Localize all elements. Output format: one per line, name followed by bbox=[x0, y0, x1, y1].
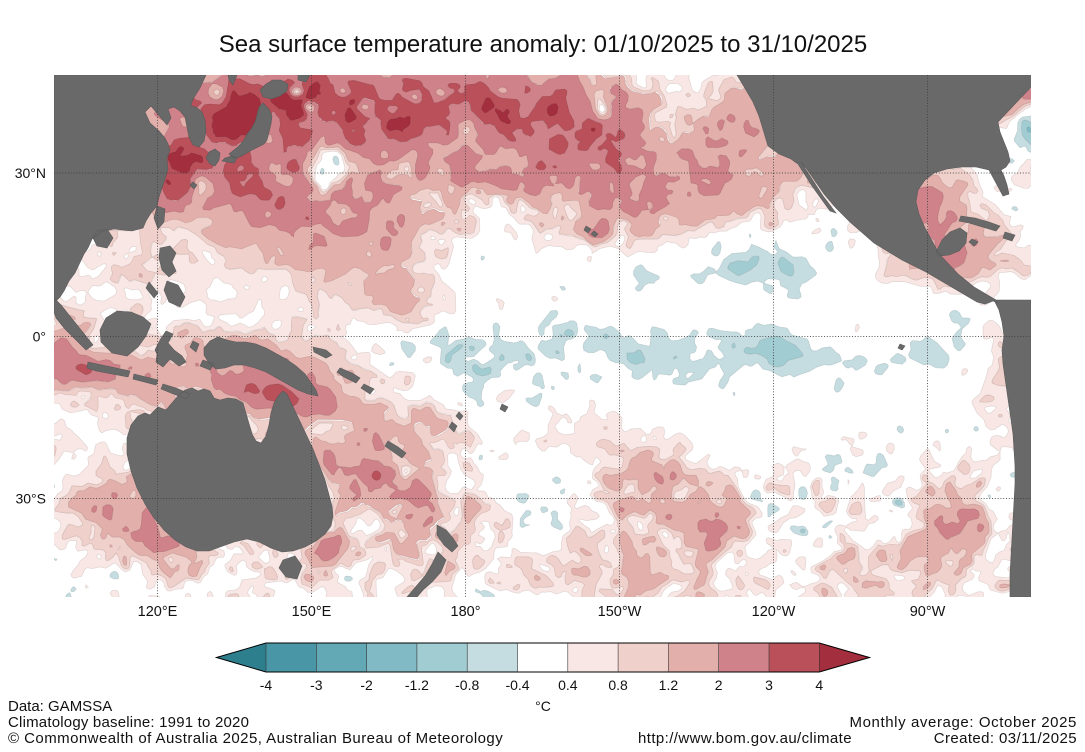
svg-text:Monthly average: October 2025: Monthly average: October 2025 bbox=[849, 714, 1077, 731]
svg-text:© Commonwealth of Australia 20: © Commonwealth of Australia 2025, Austra… bbox=[8, 730, 503, 747]
svg-text:180°: 180° bbox=[451, 604, 481, 620]
svg-text:4: 4 bbox=[815, 677, 823, 693]
svg-text:3: 3 bbox=[765, 677, 773, 693]
svg-text:-3: -3 bbox=[310, 677, 323, 693]
svg-text:120°E: 120°E bbox=[138, 604, 178, 620]
svg-text:-1.2: -1.2 bbox=[405, 677, 429, 693]
svg-text:-4: -4 bbox=[260, 677, 273, 693]
svg-text:°C: °C bbox=[535, 698, 551, 714]
svg-text:30°N: 30°N bbox=[15, 165, 46, 181]
svg-text:http://www.bom.gov.au/climate: http://www.bom.gov.au/climate bbox=[638, 730, 852, 747]
svg-text:-0.4: -0.4 bbox=[505, 677, 529, 693]
svg-text:0.4: 0.4 bbox=[558, 677, 578, 693]
svg-text:1.2: 1.2 bbox=[659, 677, 679, 693]
svg-text:0°: 0° bbox=[33, 329, 46, 345]
svg-text:-2: -2 bbox=[360, 677, 373, 693]
svg-text:150°W: 150°W bbox=[598, 604, 642, 620]
svg-text:0.8: 0.8 bbox=[608, 677, 628, 693]
svg-text:120°W: 120°W bbox=[752, 604, 796, 620]
svg-text:Sea surface temperature anomal: Sea surface temperature anomaly: 01/10/2… bbox=[219, 31, 867, 58]
svg-text:Created: 03/11/2025: Created: 03/11/2025 bbox=[934, 730, 1077, 747]
svg-text:Climatology baseline: 1991 to: Climatology baseline: 1991 to 2020 bbox=[8, 714, 249, 731]
svg-text:Data: GAMSSA: Data: GAMSSA bbox=[8, 698, 112, 715]
svg-text:150°E: 150°E bbox=[292, 604, 332, 620]
svg-text:90°W: 90°W bbox=[910, 604, 946, 620]
svg-text:2: 2 bbox=[715, 677, 723, 693]
svg-text:30°S: 30°S bbox=[15, 491, 46, 507]
svg-text:-0.8: -0.8 bbox=[455, 677, 479, 693]
